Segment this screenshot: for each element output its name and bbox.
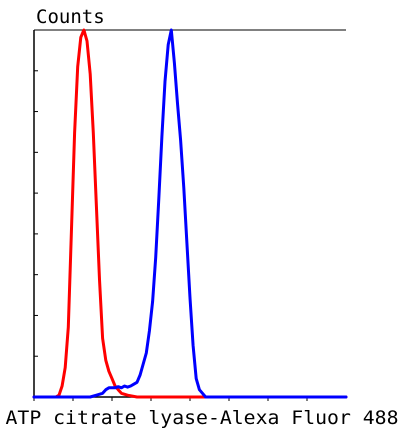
y-axis-label: Counts (36, 6, 105, 28)
series-line-2 (32, 28, 348, 399)
series-line-1 (32, 28, 348, 399)
x-axis-label: ATP citrate lyase-Alexa Fluor 488 (6, 407, 399, 429)
plot-area (32, 28, 348, 401)
